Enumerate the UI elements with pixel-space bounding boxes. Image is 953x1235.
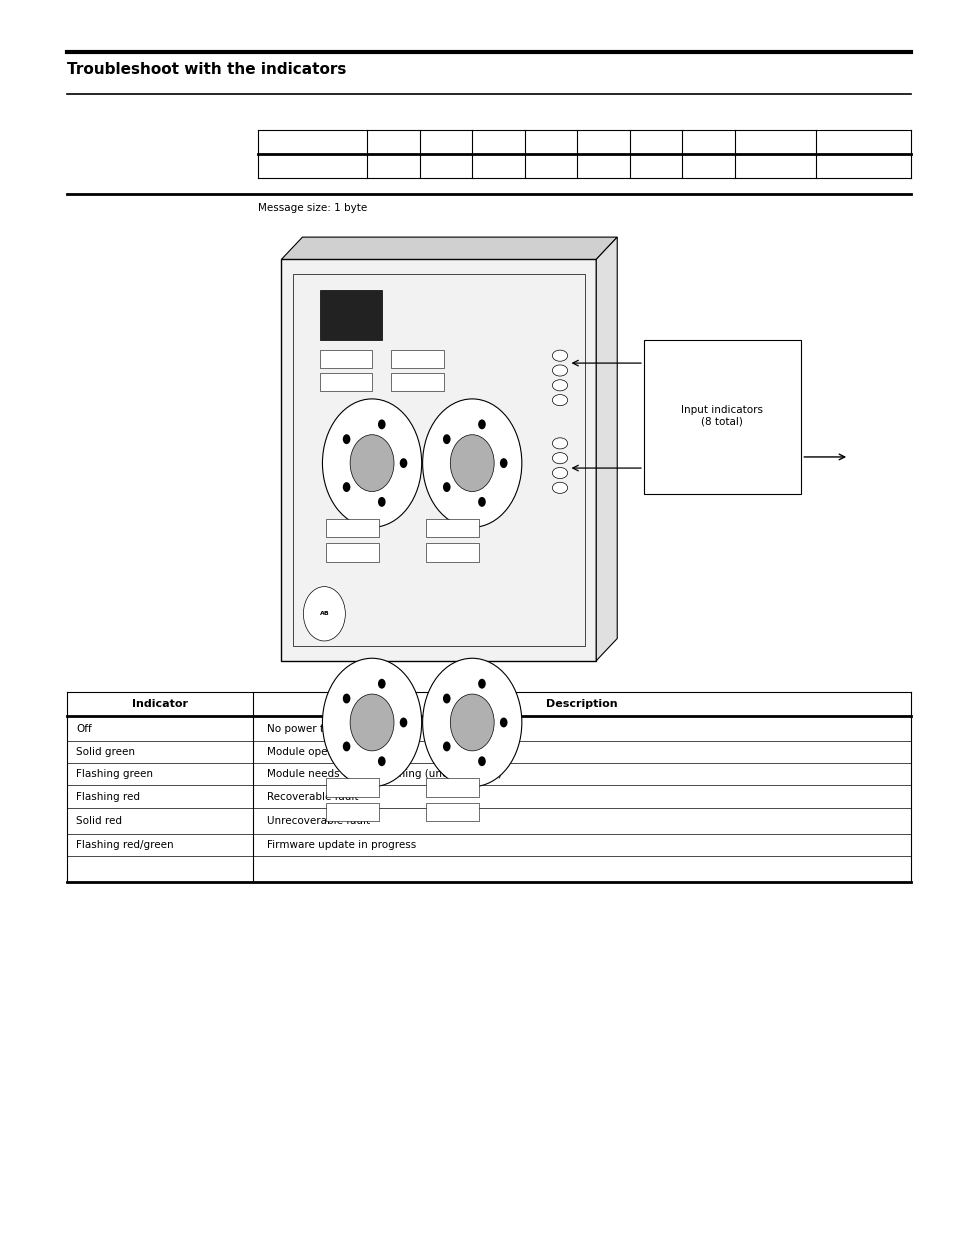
Text: Solid red: Solid red — [76, 815, 122, 826]
Ellipse shape — [552, 482, 567, 494]
Circle shape — [350, 435, 394, 492]
Bar — [426, 803, 478, 821]
Text: Unrecoverable fault: Unrecoverable fault — [267, 815, 370, 826]
Circle shape — [422, 399, 521, 527]
Circle shape — [442, 741, 450, 751]
Ellipse shape — [552, 366, 567, 375]
Text: Indicator: Indicator — [132, 699, 188, 709]
Circle shape — [450, 435, 494, 492]
Circle shape — [377, 420, 385, 430]
Bar — [326, 778, 378, 797]
Circle shape — [450, 694, 494, 751]
Text: No power to module: No power to module — [267, 724, 373, 734]
Ellipse shape — [552, 350, 567, 362]
Bar — [326, 519, 378, 537]
Circle shape — [477, 496, 485, 506]
Bar — [391, 373, 443, 391]
Bar — [319, 373, 372, 391]
Circle shape — [342, 435, 350, 445]
Text: Message size: 1 byte: Message size: 1 byte — [257, 203, 367, 212]
Bar — [326, 543, 378, 562]
Circle shape — [377, 756, 385, 766]
Circle shape — [342, 741, 350, 751]
Bar — [643, 340, 801, 494]
Bar — [426, 543, 478, 562]
Bar — [426, 519, 478, 537]
Text: Flashing red: Flashing red — [76, 792, 140, 802]
Circle shape — [499, 718, 507, 727]
Ellipse shape — [552, 468, 567, 479]
Polygon shape — [281, 259, 596, 661]
Text: Troubleshoot with the indicators: Troubleshoot with the indicators — [67, 62, 346, 77]
Circle shape — [399, 458, 407, 468]
Circle shape — [499, 458, 507, 468]
Circle shape — [399, 718, 407, 727]
Bar — [326, 803, 378, 821]
Text: AB: AB — [319, 611, 329, 616]
Circle shape — [442, 435, 450, 445]
Polygon shape — [281, 237, 617, 259]
Polygon shape — [596, 237, 617, 661]
Text: Firmware update in progress: Firmware update in progress — [267, 840, 416, 850]
Circle shape — [442, 694, 450, 704]
Circle shape — [442, 482, 450, 492]
Text: Flashing red/green: Flashing red/green — [76, 840, 173, 850]
Circle shape — [303, 587, 345, 641]
Circle shape — [477, 756, 485, 766]
Text: Module operating normally: Module operating normally — [267, 747, 408, 757]
Ellipse shape — [552, 395, 567, 405]
Circle shape — [377, 679, 385, 689]
Text: Flashing green: Flashing green — [76, 769, 153, 779]
Circle shape — [322, 658, 421, 787]
Ellipse shape — [552, 380, 567, 391]
Text: Input indicators
(8 total): Input indicators (8 total) — [680, 405, 762, 427]
Bar — [426, 778, 478, 797]
Bar — [391, 350, 443, 368]
Circle shape — [350, 694, 394, 751]
Ellipse shape — [552, 437, 567, 450]
Circle shape — [377, 496, 385, 506]
Circle shape — [477, 420, 485, 430]
Ellipse shape — [552, 452, 567, 463]
Circle shape — [342, 694, 350, 704]
Bar — [319, 350, 372, 368]
Text: Recoverable fault: Recoverable fault — [267, 792, 358, 802]
Circle shape — [477, 679, 485, 689]
Text: Solid green: Solid green — [76, 747, 135, 757]
Text: Off: Off — [76, 724, 92, 734]
Circle shape — [342, 482, 350, 492]
Text: Description: Description — [545, 699, 618, 709]
Circle shape — [322, 399, 421, 527]
Circle shape — [422, 658, 521, 787]
Bar — [319, 290, 381, 340]
Text: Module needs commissioning (unconfigured): Module needs commissioning (unconfigured… — [267, 769, 501, 779]
